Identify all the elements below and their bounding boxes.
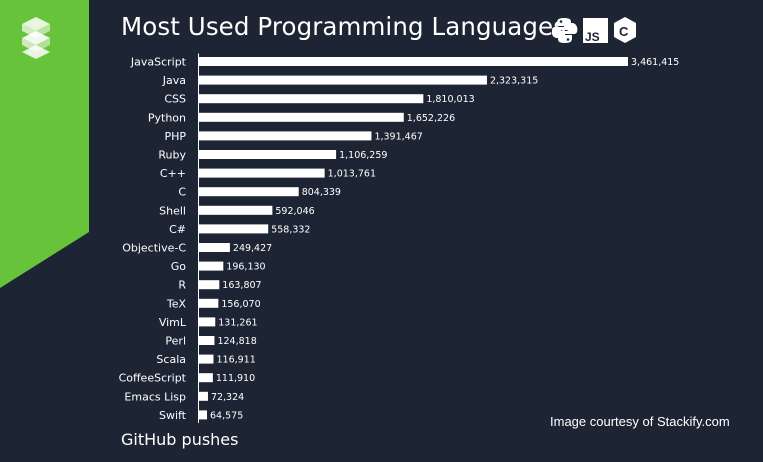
category-label: TeX [166,297,187,310]
bar [199,187,299,197]
category-label: PHP [164,130,186,143]
bar [199,354,214,364]
value-label: 2,323,315 [490,76,538,87]
value-label: 116,911 [216,355,255,366]
value-label: 196,130 [226,262,265,273]
category-labels: JavaScript Java CSS Python PHP Ruby C++ C Shell C… [119,56,187,422]
value-label: 111,910 [216,373,255,384]
bar [199,112,404,122]
category-label: Go [171,260,187,273]
bar [199,317,216,327]
bar [199,336,215,345]
category-label: CSS [164,93,186,106]
category-label: Scala [156,353,186,366]
value-label: 1,391,467 [374,131,422,142]
value-label: 1,106,259 [339,150,387,161]
value-label: 156,070 [221,299,260,310]
category-label: Objective-C [122,242,186,255]
language-icons: JS C [552,17,636,44]
value-label: 558,332 [271,224,310,235]
category-label: CoffeeScript [119,372,187,385]
bar [199,224,269,234]
bar [199,373,213,383]
stackify-logo-icon [22,17,50,59]
bar [199,391,208,401]
value-label: 1,810,013 [426,94,474,105]
category-label: Shell [159,204,186,217]
x-axis-label: GitHub pushes [121,430,239,449]
category-label: C++ [160,167,186,180]
value-label: 1,652,226 [407,113,455,124]
category-label: C# [169,223,186,236]
bar [199,280,220,290]
python-icon [552,18,578,43]
bar [199,205,273,215]
value-label: 163,807 [222,280,261,291]
category-label: Python [148,111,186,124]
bar [199,298,219,308]
value-label: 72,324 [211,392,244,403]
value-label: 249,427 [233,243,272,254]
value-label: 592,046 [275,206,314,217]
bar [199,75,487,85]
bar [199,150,337,159]
c-icon: C [614,17,636,43]
value-labels: 3,461,415 2,323,315 1,810,013 1,652,226 1,39… [210,57,679,421]
bar [199,261,224,271]
green-accent-band [0,0,89,288]
image-credit: Image courtesy of Stackify.com [550,414,730,429]
category-label: C [178,186,186,199]
c-icon-text: C [619,24,629,39]
category-label: R [178,279,186,292]
bar [199,168,325,178]
category-label: VimL [159,316,187,329]
bar [199,131,372,141]
js-icon-text: JS [585,30,600,44]
bars [199,57,628,420]
category-label: Java [162,74,186,87]
value-label: 64,575 [210,410,243,421]
category-label: Swift [159,409,187,422]
value-label: 1,013,761 [328,169,376,180]
bar [199,243,230,252]
category-label: JavaScript [130,56,187,69]
value-label: 124,818 [217,336,256,347]
category-label: Perl [165,335,186,348]
value-label: 131,261 [218,317,257,328]
value-label: 804,339 [302,187,341,198]
category-label: Ruby [158,149,186,162]
bar [199,94,424,104]
category-label: Emacs Lisp [124,390,186,403]
javascript-icon: JS [583,18,608,44]
bar [199,57,628,66]
chart-title: Most Used Programming Languages [121,12,567,41]
bar [199,410,208,420]
value-label: 3,461,415 [631,57,679,68]
